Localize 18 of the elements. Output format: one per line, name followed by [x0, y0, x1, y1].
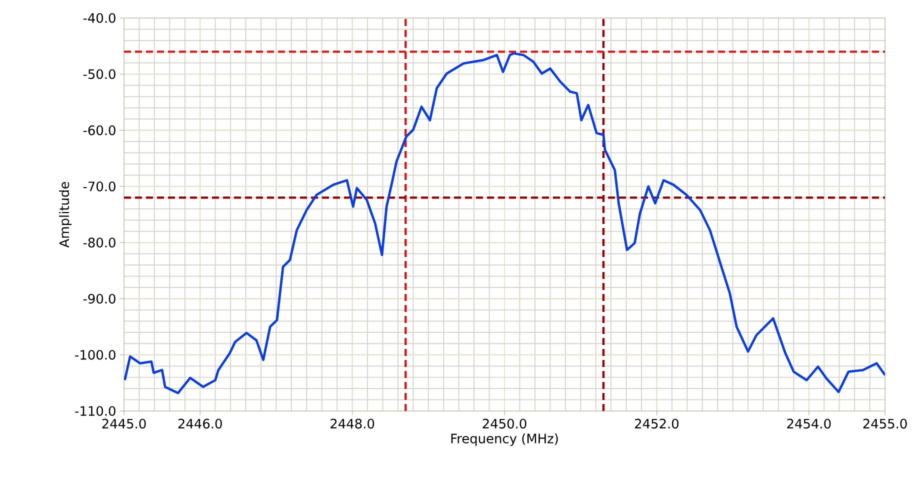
y-tick-label: -110.0 — [75, 406, 116, 416]
x-axis-title: Frequency (MHz) — [451, 433, 558, 446]
y-tick-label: -100.0 — [75, 350, 116, 360]
y-tick-label: -60.0 — [83, 125, 116, 136]
x-tick-label: 2455.0 — [863, 418, 907, 429]
line-series — [124, 52, 886, 394]
x-tick-label: 2452.0 — [635, 418, 678, 429]
y-tick-label: -40.0 — [83, 13, 116, 23]
x-tick-label: 2446.0 — [178, 418, 222, 429]
y-tick-label: -90.0 — [83, 294, 116, 304]
x-tick-label: 2448.0 — [330, 418, 374, 429]
y-axis-title: Amplitude — [59, 182, 72, 248]
y-tick-label: -70.0 — [83, 182, 116, 192]
x-tick-label: 2450.0 — [482, 418, 526, 429]
y-tick-label: -80.0 — [83, 238, 116, 248]
x-tick-label: 2445.0 — [102, 418, 146, 429]
y-tick-label: -50.0 — [83, 69, 116, 80]
x-tick-label: 2454.0 — [787, 418, 831, 429]
